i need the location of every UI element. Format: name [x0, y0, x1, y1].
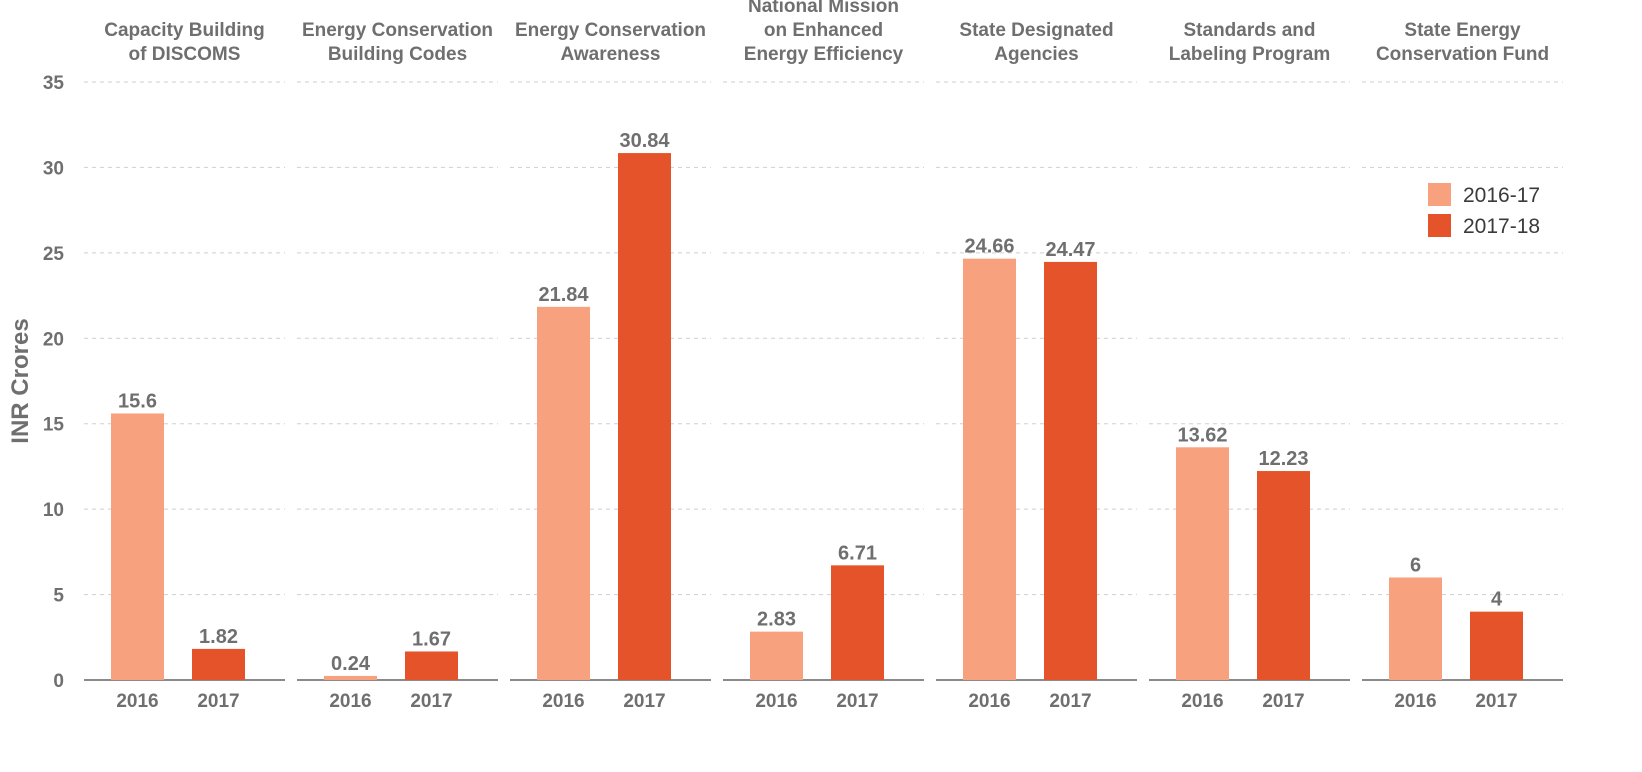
x-tick-label: 2017 [1475, 691, 1517, 712]
bar-2016 [750, 631, 803, 680]
y-tick-label: 15 [43, 415, 65, 436]
y-tick-label: 20 [43, 329, 64, 350]
bar-2016 [963, 258, 1016, 680]
x-tick-label: 2017 [623, 691, 665, 712]
y-tick-label: 0 [53, 671, 64, 692]
bar-value-label: 4 [1491, 589, 1503, 611]
x-tick-label: 2016 [755, 691, 797, 712]
bar-value-label: 0.24 [331, 653, 371, 675]
x-tick-label: 2017 [1049, 691, 1091, 712]
x-tick-label: 2017 [410, 691, 452, 712]
x-tick-label: 2016 [1394, 691, 1436, 712]
bar-value-label: 6 [1410, 554, 1421, 576]
panel-title-line: State Energy [1404, 20, 1521, 41]
gridlines [84, 81, 1563, 681]
bar-2017 [1044, 261, 1097, 680]
bar-value-label: 1.82 [199, 626, 238, 648]
x-tick-label: 2016 [1181, 691, 1223, 712]
bar-2017 [405, 651, 458, 680]
x-tick-label: 2016 [329, 691, 371, 712]
panel-title-line: State Designated [959, 20, 1113, 41]
bar-value-label: 24.47 [1045, 239, 1095, 261]
bar-2016 [324, 675, 377, 680]
bar-value-label: 30.84 [619, 130, 670, 152]
panel-title-line: Energy Conservation [515, 20, 706, 41]
y-tick-label: 5 [53, 586, 64, 607]
bar-2016 [111, 413, 164, 680]
bar-2016 [1389, 577, 1442, 680]
legend-swatch [1428, 214, 1451, 237]
panel-title-line: Standards and [1184, 20, 1316, 41]
x-tick-label: 2017 [197, 691, 239, 712]
bar-value-label: 13.62 [1177, 424, 1227, 446]
panel-title-line: Building Codes [328, 44, 467, 65]
bar-value-label: 2.83 [757, 609, 796, 631]
panel-title-line: Conservation Fund [1376, 44, 1549, 65]
bar-2017 [192, 648, 245, 680]
panel-title-line: Labeling Program [1169, 44, 1331, 65]
x-tick-label: 2016 [542, 691, 584, 712]
x-tick-label: 2017 [1262, 691, 1304, 712]
bar-value-label: 15.6 [118, 390, 157, 412]
labels: Capacity Building of DISCOMS 15.6 2016 1.82 2… [104, 0, 1549, 712]
panel-title-line: National Mission [748, 0, 899, 17]
bar-2017 [1257, 471, 1310, 680]
bar-value-label: 21.84 [538, 284, 589, 306]
bar-2017 [618, 153, 671, 681]
bar-value-label: 24.66 [964, 236, 1014, 258]
x-tick-label: 2016 [968, 691, 1010, 712]
bar-2016 [1176, 447, 1229, 680]
y-axis-label: INR Crores [7, 318, 34, 443]
panel-title-line: Energy Efficiency [744, 44, 904, 65]
bar-2017 [831, 565, 884, 680]
x-tick-label: 2016 [116, 691, 158, 712]
bars [111, 153, 1523, 681]
bar-value-label: 6.71 [838, 542, 877, 564]
legend-swatch [1428, 183, 1451, 206]
y-tick-label: 25 [43, 244, 65, 265]
legend: 2016-17 2017-18 [1428, 183, 1540, 238]
y-axis: 0 5 10 15 20 25 30 35 INR Crores [7, 73, 64, 692]
bar-2016 [537, 306, 590, 680]
bar-value-label: 12.23 [1258, 448, 1308, 470]
y-tick-label: 30 [43, 158, 64, 179]
x-tick-label: 2017 [836, 691, 878, 712]
panel-title-line: Capacity Building [104, 20, 264, 41]
legend-label: 2016-17 [1463, 184, 1540, 207]
bar-value-label: 1.67 [412, 628, 451, 650]
panel-title-line: Awareness [561, 44, 661, 65]
panel-title-line: on Enhanced [764, 20, 883, 41]
panel-title-line: Agencies [994, 44, 1078, 65]
panel-title-line: of DISCOMS [129, 44, 241, 65]
bar-2017 [1470, 611, 1523, 680]
legend-label: 2017-18 [1463, 215, 1540, 238]
y-tick-label: 10 [43, 500, 64, 521]
y-tick-label: 35 [43, 73, 65, 94]
panel-title-line: Energy Conservation [302, 20, 493, 41]
